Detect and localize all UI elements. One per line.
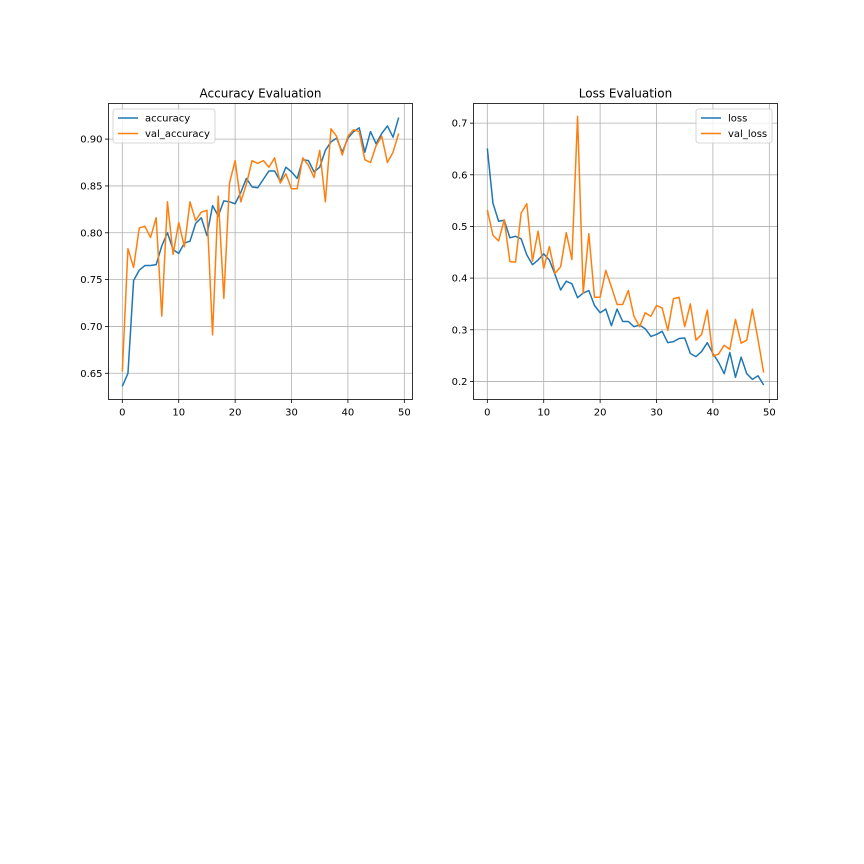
y-tick-label: 0.65 [80, 369, 102, 380]
chart-title: Loss Evaluation [579, 87, 672, 101]
x-tick-label: 30 [650, 408, 663, 419]
legend-label-accuracy: accuracy [145, 114, 190, 125]
y-tick-label: 0.4 [452, 274, 468, 285]
legend: loss val_loss [695, 108, 773, 144]
x-tick-label: 0 [119, 408, 125, 419]
y-tick-label: 0.85 [80, 181, 102, 192]
legend-label-loss: loss [728, 114, 747, 125]
y-tick-label: 0.7 [452, 119, 468, 130]
loss-chart: 0 10 20 30 40 50 0.2 0.3 0.4 0.5 0.6 0.7 Loss Evalua… [452, 87, 778, 419]
y-tick-label: 0.5 [452, 222, 468, 233]
y-tick-label: 0.70 [80, 322, 102, 333]
x-tick-label: 0 [484, 408, 490, 419]
legend-label-val_loss: val_loss [728, 129, 767, 140]
y-tick-label: 0.2 [452, 377, 468, 388]
y-tick-label: 0.75 [80, 275, 102, 286]
legend-label-val_accuracy: val_accuracy [145, 129, 210, 140]
series-line-val_accuracy [121, 128, 400, 372]
legend-frame [112, 108, 216, 144]
series-line-loss [486, 148, 765, 386]
y-tick-label: 0.3 [452, 325, 468, 336]
y-tick-label: 0.90 [80, 135, 102, 146]
y-tick-label: 0.80 [80, 228, 102, 239]
legend: accuracy val_accuracy [112, 108, 216, 144]
x-tick-label: 30 [285, 408, 298, 419]
series-line-val_loss [486, 115, 765, 373]
x-tick-label: 50 [398, 408, 411, 419]
accuracy-chart: 0 10 20 30 40 50 0.65 0.70 0.75 0.80 0.85 0.90 Accur… [80, 87, 413, 419]
x-tick-label: 10 [537, 408, 550, 419]
x-tick-label: 40 [342, 408, 355, 419]
series-line-accuracy [121, 117, 400, 387]
x-tick-label: 50 [763, 408, 776, 419]
axes-frame [108, 103, 413, 400]
chart-title: Accuracy Evaluation [200, 87, 322, 101]
x-tick-label: 20 [594, 408, 607, 419]
axes-frame [473, 103, 778, 400]
y-tick-label: 0.6 [452, 170, 468, 181]
x-tick-label: 10 [172, 408, 185, 419]
x-tick-label: 20 [229, 408, 242, 419]
x-tick-label: 40 [707, 408, 720, 419]
